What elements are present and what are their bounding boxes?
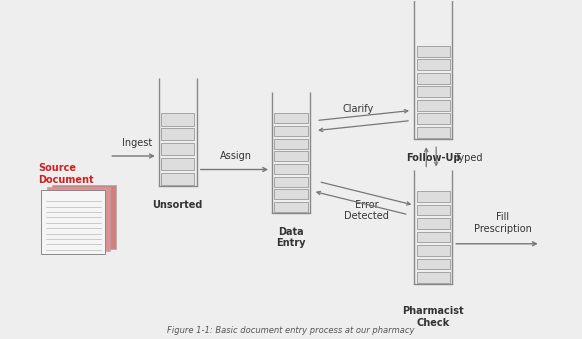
Text: Figure 1-1: Basic document entry process at our pharmacy: Figure 1-1: Basic document entry process… [167,326,415,335]
Bar [417,245,450,256]
Bar [275,126,307,136]
Text: Follow-Up: Follow-Up [406,153,460,163]
FancyBboxPatch shape [47,187,111,251]
Bar [161,128,194,140]
Text: Fill
Prescription: Fill Prescription [474,212,532,234]
Bar [275,190,307,199]
FancyBboxPatch shape [41,190,105,254]
Bar [417,218,450,229]
Bar [417,272,450,283]
Text: Typed: Typed [453,153,482,163]
Bar [417,191,450,202]
Bar [275,139,307,149]
Bar [161,114,194,126]
Text: Clarify: Clarify [342,104,374,114]
Text: Unsorted: Unsorted [152,200,203,210]
Bar [275,177,307,187]
Bar [417,73,450,84]
Text: Error
Detected: Error Detected [344,200,389,221]
Text: Source
Document: Source Document [38,163,94,185]
Text: Ingest: Ingest [122,138,152,147]
Bar [275,152,307,161]
Bar [417,127,450,138]
Text: Data
Entry: Data Entry [276,227,306,248]
Bar [417,232,450,242]
Bar [417,86,450,97]
Bar [417,205,450,215]
Bar [417,259,450,270]
Bar [161,158,194,170]
Bar [161,173,194,185]
Bar [417,46,450,57]
Bar [417,59,450,70]
Bar [417,114,450,124]
FancyBboxPatch shape [52,185,116,249]
Bar [275,202,307,212]
Text: Pharmacist
Check: Pharmacist Check [402,306,464,328]
Bar [275,114,307,123]
Bar [417,100,450,111]
Bar [161,143,194,155]
Bar [275,164,307,174]
Text: Assign: Assign [220,151,252,161]
